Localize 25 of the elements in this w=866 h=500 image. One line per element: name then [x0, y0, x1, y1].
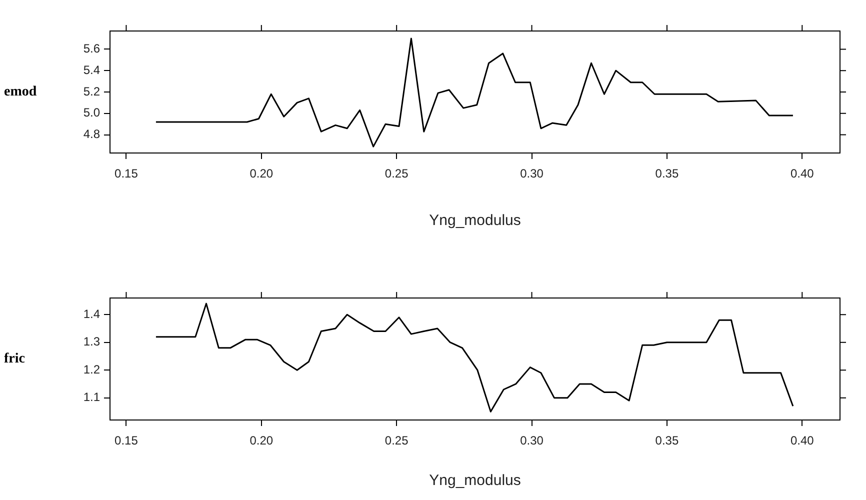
x-tick-label: 0.35 — [655, 434, 679, 448]
y-tick-label: 4.8 — [83, 127, 100, 142]
x-axis-title: Yng_modulus — [429, 212, 521, 230]
x-tick-label: 0.40 — [790, 166, 814, 181]
x-tick-label: 0.15 — [114, 166, 138, 181]
x-tick-label: 0.35 — [655, 166, 679, 181]
y-tick-label: 1.4 — [83, 306, 100, 321]
x-axis-title: Yng_modulus — [429, 472, 521, 490]
x-tick-label: 0.30 — [520, 166, 544, 181]
x-tick-label: 0.20 — [250, 166, 274, 181]
y-axis-title: fric — [4, 352, 25, 367]
y-tick-label: 5.2 — [83, 84, 100, 98]
y-axis-title: emod — [4, 84, 37, 100]
y-tick-label: 1.1 — [83, 390, 100, 404]
x-tick-label: 0.25 — [384, 166, 409, 181]
y-tick-label: 5.6 — [83, 42, 100, 56]
x-tick-label: 0.20 — [250, 434, 274, 448]
x-tick-label: 0.30 — [520, 434, 544, 448]
y-tick-label: 1.2 — [83, 362, 100, 376]
y-tick-label: 5.0 — [83, 106, 100, 120]
x-tick-label: 0.15 — [114, 434, 138, 448]
y-tick-label: 1.3 — [83, 334, 100, 349]
x-tick-label: 0.25 — [384, 434, 409, 448]
y-tick-label: 5.4 — [83, 62, 100, 77]
x-tick-label: 0.40 — [790, 434, 814, 448]
